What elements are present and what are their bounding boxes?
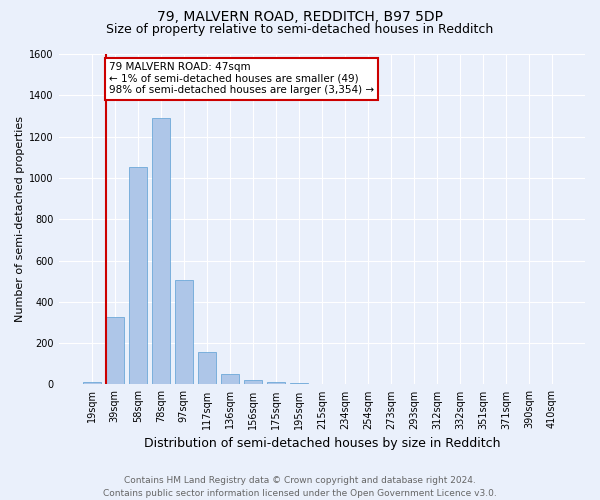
Bar <box>83 382 101 384</box>
Y-axis label: Number of semi-detached properties: Number of semi-detached properties <box>15 116 25 322</box>
Bar <box>197 352 216 384</box>
Bar <box>244 380 262 384</box>
Bar <box>221 374 239 384</box>
Bar <box>106 318 124 384</box>
Bar <box>152 118 170 384</box>
Text: 79, MALVERN ROAD, REDDITCH, B97 5DP: 79, MALVERN ROAD, REDDITCH, B97 5DP <box>157 10 443 24</box>
Bar <box>128 166 147 384</box>
X-axis label: Distribution of semi-detached houses by size in Redditch: Distribution of semi-detached houses by … <box>143 437 500 450</box>
Text: 79 MALVERN ROAD: 47sqm
← 1% of semi-detached houses are smaller (49)
98% of semi: 79 MALVERN ROAD: 47sqm ← 1% of semi-deta… <box>109 62 374 96</box>
Text: Size of property relative to semi-detached houses in Redditch: Size of property relative to semi-detach… <box>106 22 494 36</box>
Bar <box>266 382 285 384</box>
Bar <box>175 280 193 384</box>
Text: Contains HM Land Registry data © Crown copyright and database right 2024.
Contai: Contains HM Land Registry data © Crown c… <box>103 476 497 498</box>
